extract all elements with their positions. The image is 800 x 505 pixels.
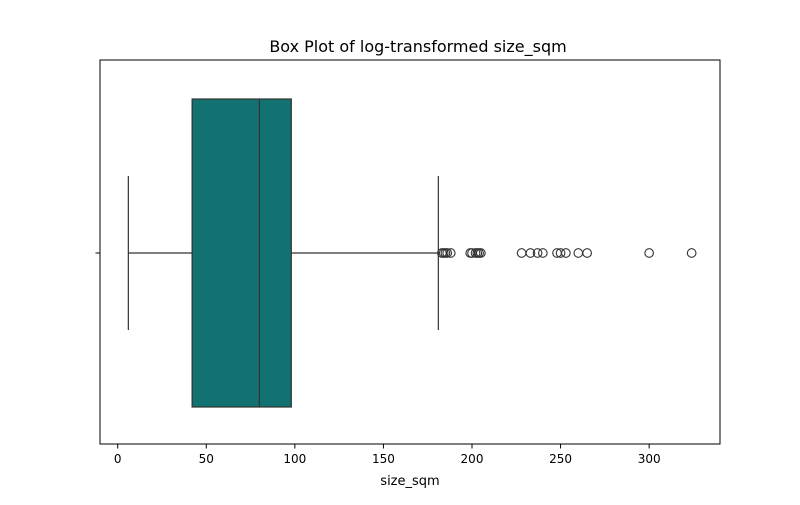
x-tick-label: 250 <box>549 452 572 466</box>
outlier-point <box>445 248 456 258</box>
x-tick-label: 150 <box>372 452 395 466</box>
outlier-point <box>532 248 543 258</box>
x-tick-label: 200 <box>461 452 484 466</box>
outlier-point <box>555 248 566 258</box>
outlier-point <box>476 248 486 258</box>
outlier-point <box>561 248 571 258</box>
outlier-point <box>686 248 697 258</box>
outlier-point <box>582 248 592 258</box>
outlier-point <box>525 248 536 258</box>
x-axis-label: size_sqm <box>380 474 439 489</box>
outlier-point <box>644 248 654 258</box>
outlier-point <box>442 248 453 258</box>
plot-layer <box>127 98 697 408</box>
iqr-box <box>191 98 292 408</box>
x-axis-ticks: 0 50 100 150 200 250 300 <box>114 444 661 466</box>
x-tick-label: 100 <box>283 452 306 466</box>
chart-title: Box Plot of log-transformed size_sqm <box>269 37 566 57</box>
x-tick-label: 0 <box>114 452 122 466</box>
plot-frame <box>99 59 721 445</box>
outlier-point <box>516 248 527 258</box>
outlier-point <box>573 248 584 258</box>
x-tick-label: 50 <box>199 452 214 466</box>
outlier-point <box>538 248 548 258</box>
x-tick-label: 300 <box>638 452 661 466</box>
